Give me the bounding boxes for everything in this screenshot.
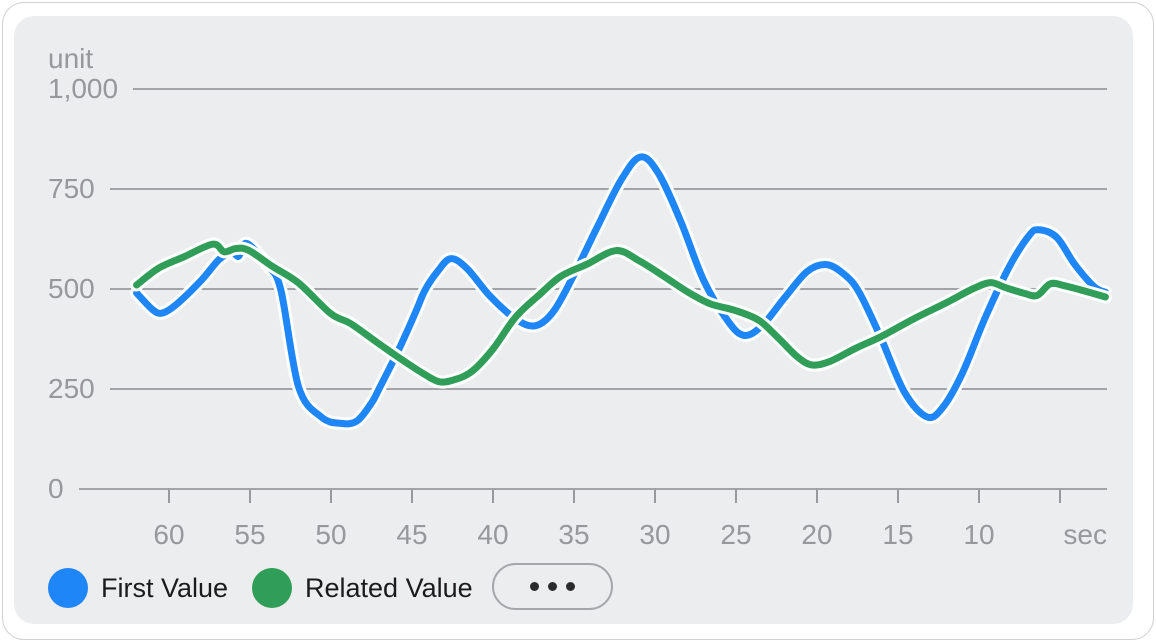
legend-item-related-value: Related Value [252,568,473,608]
y-axis-unit-label: unit [48,43,94,74]
x-axis-label: 25 [720,519,752,550]
x-axis-label: 30 [639,519,671,550]
x-axis-label: 45 [396,519,428,550]
legend-item-first-value: First Value [48,568,228,608]
x-axis-label: 15 [882,519,914,550]
y-axis-label: 250 [48,373,95,404]
ellipsis-icon [548,582,557,591]
x-axis-label: 20 [801,519,833,550]
y-axis-label: 1,000 [48,73,119,104]
x-axis-label: 55 [234,519,266,550]
more-options-button[interactable] [492,563,613,610]
x-axis-label: 10 [963,519,995,550]
series-line-related-value [133,240,1109,386]
related-value-label: Related Value [305,573,473,603]
ellipsis-icon [566,582,575,591]
x-axis-label: 50 [315,519,347,550]
related-value-swatch-icon [252,568,292,608]
y-axis-label: 500 [48,273,95,304]
ellipsis-icon [530,582,539,591]
first-value-swatch-icon [48,568,88,608]
x-axis-label: 35 [558,519,590,550]
x-axis-label: 60 [153,519,185,550]
first-value-label: First Value [101,573,229,603]
y-axis-label: 750 [48,173,95,204]
chart-card [14,16,1133,624]
x-axis-label: 40 [477,519,509,550]
y-axis-label: 0 [48,473,64,504]
x-axis-unit-label: sec [1063,519,1107,550]
